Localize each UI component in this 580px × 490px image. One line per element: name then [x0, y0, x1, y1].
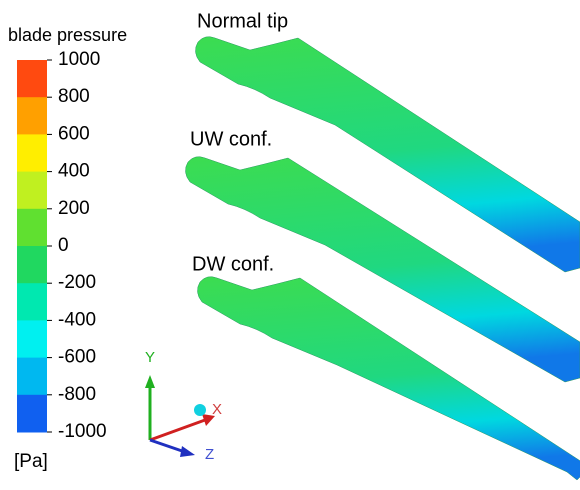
color-band — [17, 320, 47, 359]
color-band — [17, 60, 47, 98]
blade — [185, 156, 580, 383]
color-band — [17, 246, 47, 284]
axis-label: X — [212, 401, 222, 418]
color-band — [17, 171, 47, 210]
blade-label: DW conf. — [192, 253, 274, 275]
axis-label: Y — [145, 349, 155, 366]
color-band — [17, 283, 47, 321]
tick-label: -600 — [58, 347, 96, 368]
color-band — [17, 357, 47, 396]
blades — [185, 36, 580, 481]
color-band — [17, 97, 47, 135]
tick-label: 600 — [58, 123, 90, 144]
blade — [195, 36, 580, 273]
tick-label: -1000 — [58, 421, 107, 442]
tick-label: 1000 — [58, 49, 100, 70]
tick-label: 400 — [58, 161, 90, 182]
blade — [197, 276, 580, 481]
tick-label: -200 — [58, 272, 96, 293]
color-band — [17, 208, 47, 247]
tick-label: 0 — [58, 235, 69, 256]
blade-label: Normal tip — [197, 10, 288, 32]
tick-label: 200 — [58, 198, 90, 219]
color-band — [17, 394, 47, 433]
blade-label: UW conf. — [190, 128, 272, 150]
color-band — [17, 134, 47, 173]
tick-label: -800 — [58, 384, 96, 405]
axis-triad: Y X Z — [145, 349, 222, 463]
axis-label: Z — [205, 446, 214, 463]
tick-label: -400 — [58, 309, 96, 330]
tick-label: 800 — [58, 86, 90, 107]
legend-title: blade pressure — [8, 25, 127, 45]
colorbar: 1000 800 600 400 200 0 -200 -400 -600 -800 -1000 — [17, 49, 107, 442]
legend-unit: [Pa] — [14, 451, 48, 472]
